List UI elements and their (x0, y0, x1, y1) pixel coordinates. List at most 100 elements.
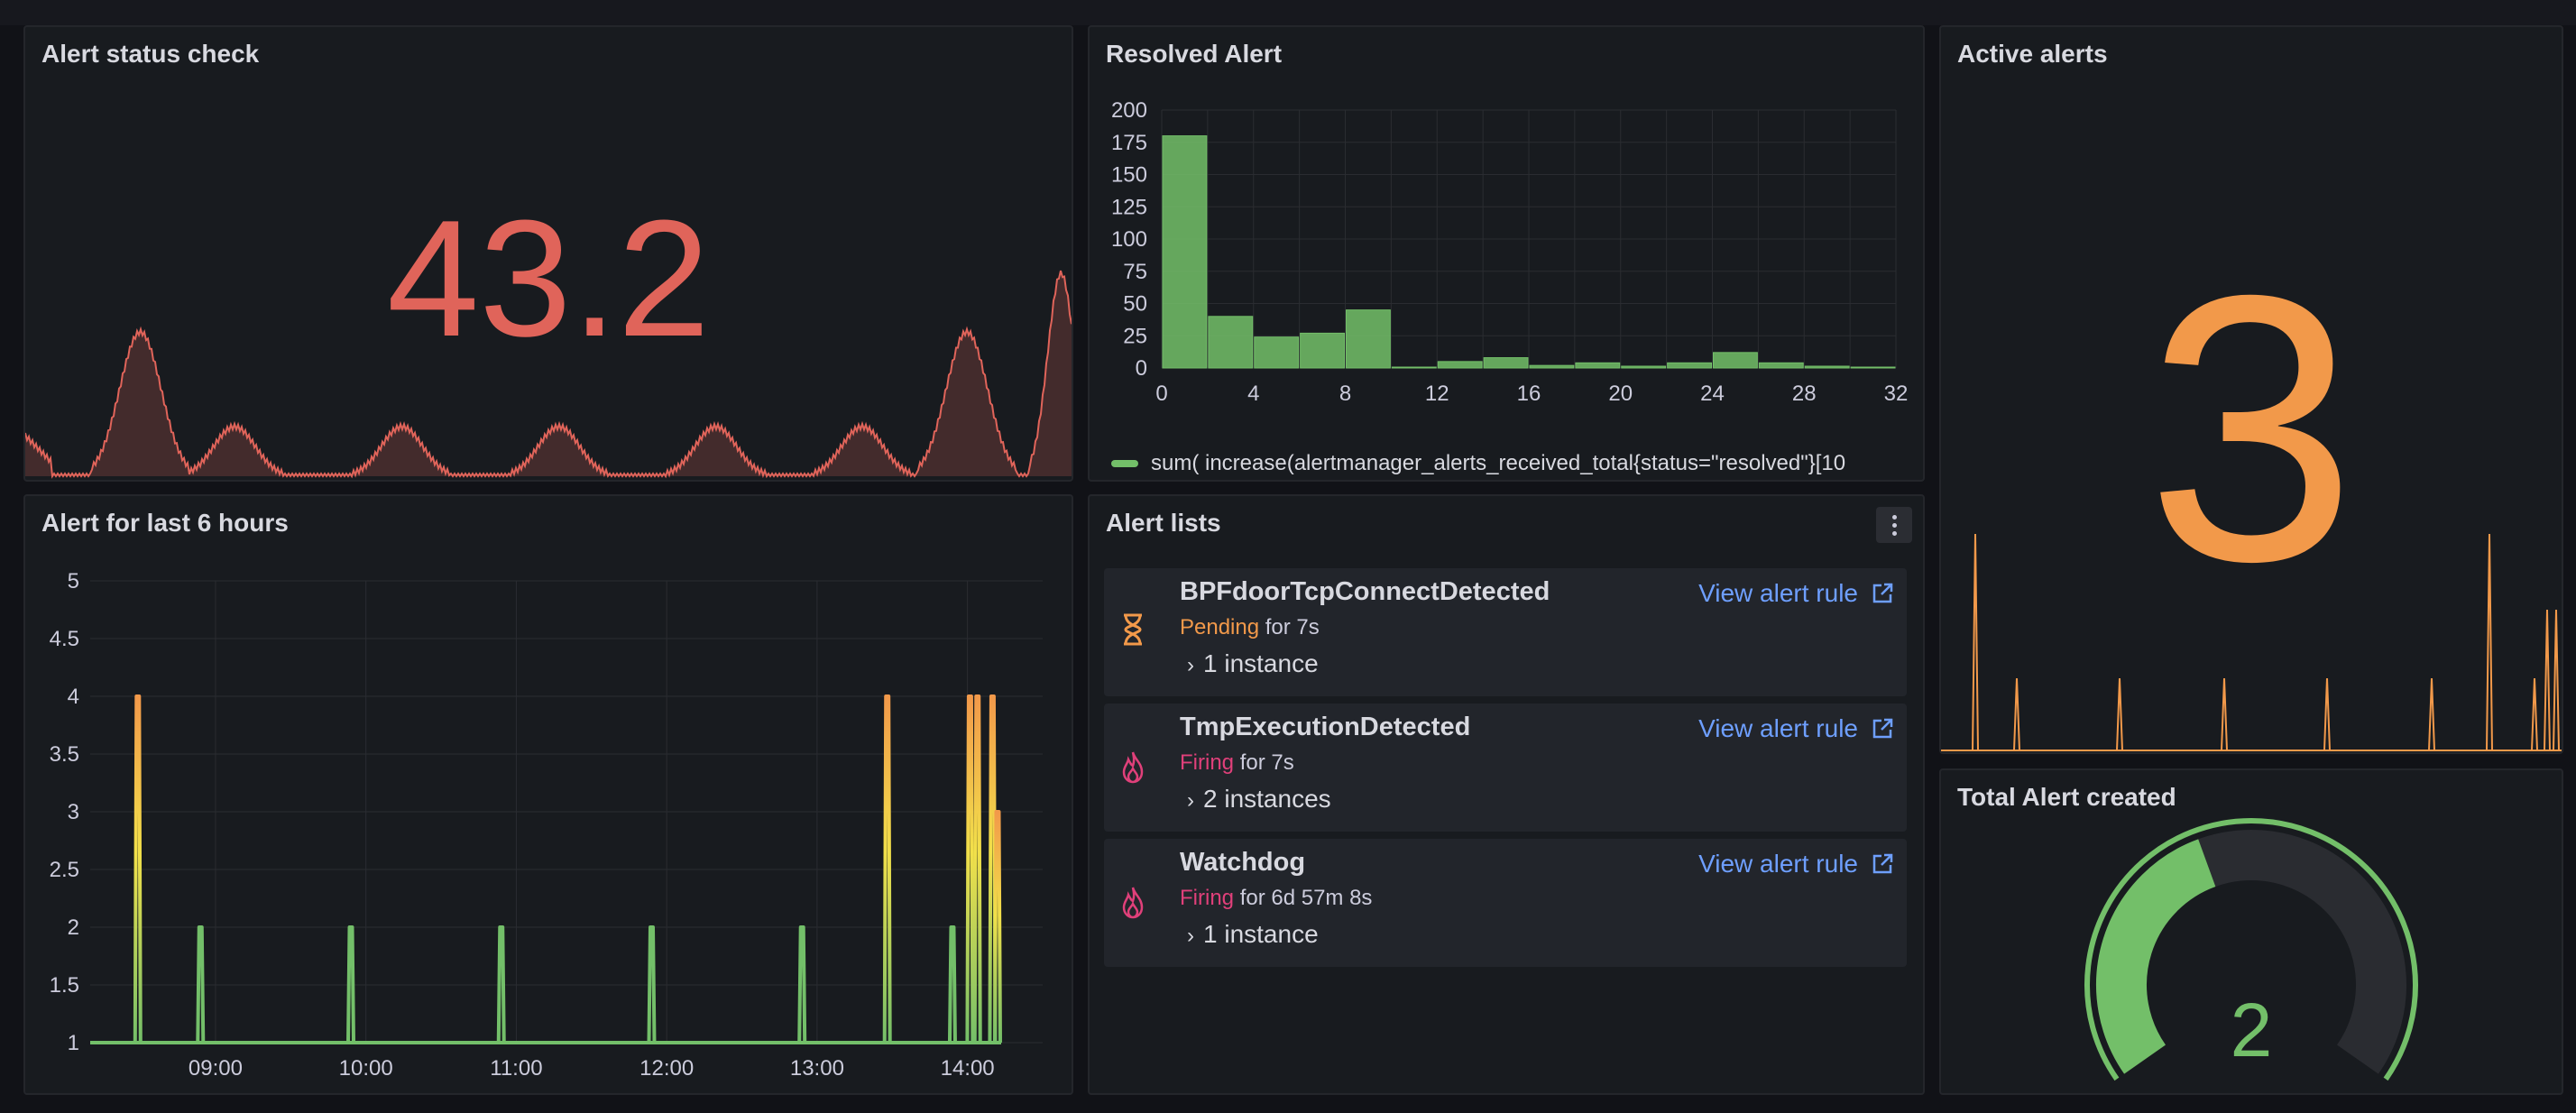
legend-swatch (1111, 460, 1138, 467)
sparkline-line (25, 270, 1072, 479)
alert-instances: 1 instance (1203, 649, 1319, 677)
alert-instances-toggle[interactable]: › 1 instance (1187, 649, 1319, 678)
hourglass-icon (1124, 613, 1142, 646)
alert-item[interactable]: TmpExecutionDetected Firing for 7s › 2 in… (1104, 704, 1907, 832)
alert-item[interactable]: BPFdoorTcpConnectDetected Pending for 7s… (1104, 568, 1907, 696)
histogram-bar (1804, 365, 1850, 369)
y-tick-label: 0 (1136, 356, 1147, 381)
alert-state: Firing (1180, 750, 1235, 775)
series-spike (133, 694, 143, 1044)
x-tick-label: 09:00 (189, 1056, 243, 1081)
view-alert-rule-link[interactable]: View alert rule (1698, 579, 1894, 608)
stat-value: 43.2 (386, 185, 711, 371)
panel-resolved-alert[interactable]: Resolved Alert 0 25 50 75 100 125 150 175 200 0 4 8… (1088, 25, 1925, 482)
alert-name: BPFdoorTcpConnectDetected (1180, 577, 1550, 606)
y-tick-label: 5 (68, 569, 79, 593)
y-tick-label: 200 (1111, 98, 1147, 123)
x-tick-label: 13:00 (790, 1056, 844, 1081)
histogram-bar (1437, 361, 1483, 369)
x-tick-label: 14:00 (941, 1056, 995, 1081)
link-label: View alert rule (1698, 850, 1858, 878)
total-alert-gauge (2084, 818, 2418, 1081)
link-label: View alert rule (1698, 714, 1858, 742)
series-spike (196, 925, 206, 1044)
panel-alert-status-check[interactable]: Alert status check 43.2 (23, 25, 1073, 482)
alert-state-line: Pending for 7s (1180, 615, 1320, 640)
panel-title: Alert lists (1106, 509, 1221, 537)
sparkline-spike (2544, 609, 2551, 751)
chart-legend[interactable]: sum( increase(alertmanager_alerts_receiv… (1111, 451, 1845, 476)
alert-name: Watchdog (1180, 848, 1306, 877)
link-label: View alert rule (1698, 579, 1858, 607)
y-tick-label: 2 (68, 915, 79, 940)
series-spike (496, 925, 506, 1044)
alert-duration: for 6d 57m 8s (1239, 886, 1373, 910)
y-tick-label: 4 (68, 685, 79, 709)
histogram-bar (1162, 135, 1208, 369)
alert-instances-toggle[interactable]: › 1 instance (1187, 920, 1319, 949)
x-tick-label: 20 (1608, 382, 1633, 406)
x-tick-label: 16 (1517, 382, 1541, 406)
gauge-value-arc (2096, 839, 2216, 1074)
alert-state-line: Firing for 7s (1180, 750, 1294, 776)
x-tick-label: 11:00 (490, 1056, 542, 1081)
series-spike (947, 925, 957, 1044)
panel-alert-lists[interactable]: Alert lists BPFdoorTcpConnectDetected Pe… (1088, 494, 1925, 1095)
view-alert-rule-link[interactable]: View alert rule (1698, 850, 1894, 878)
active-alerts-sparkline (1941, 533, 2562, 751)
series-spike (965, 694, 975, 1044)
alert-item[interactable]: Watchdog Firing for 6d 57m 8s › 1 instanc… (1104, 839, 1907, 967)
panel-title: Alert status check (41, 40, 260, 68)
y-tick-label: 4.5 (50, 627, 79, 651)
x-tick-label: 32 (1884, 382, 1909, 406)
y-tick-label: 1 (68, 1031, 79, 1055)
fire-icon (1122, 887, 1144, 919)
alert-duration: for 7s (1239, 750, 1294, 775)
alert-duration: for 7s (1265, 615, 1320, 639)
chevron-right-icon: › (1187, 653, 1194, 677)
panel-alert-last-6-hours[interactable]: Alert for last 6 hours 1 1.5 2 2.5 3 3.5 4 4.5 5… (23, 494, 1073, 1095)
y-tick-label: 3.5 (50, 742, 79, 767)
sparkline-spike (2116, 677, 2123, 751)
histogram-bar (1621, 365, 1667, 369)
histogram-bar (1529, 364, 1575, 369)
panel-menu-button[interactable] (1876, 507, 1912, 543)
histogram-bar (1391, 366, 1437, 369)
series-spike (346, 925, 356, 1044)
histogram-bar (1575, 362, 1621, 369)
alert-timeseries-chart: 1 1.5 2 2.5 3 3.5 4 4.5 5 09:00 10:00 11:00 12:00 13:… (50, 569, 1043, 1081)
panel-title: Active alerts (1957, 40, 2108, 68)
panel-total-alert-created[interactable]: Total Alert created 2 (1939, 768, 2563, 1095)
histogram-bar (1758, 362, 1804, 369)
external-link-icon (1872, 718, 1893, 739)
histogram-bar (1346, 309, 1391, 369)
resolved-alert-histogram: 0 25 50 75 100 125 150 175 200 0 4 8 12 16 20 24 28 32 (1111, 98, 1909, 406)
chevron-right-icon: › (1187, 924, 1194, 948)
histogram-bar (1254, 336, 1300, 369)
alert-instances: 2 instances (1203, 785, 1331, 813)
external-link-icon (1872, 853, 1893, 874)
alert-state: Pending (1180, 615, 1260, 639)
alert-state-line: Firing for 6d 57m 8s (1180, 886, 1372, 911)
x-tick-label: 4 (1247, 382, 1259, 406)
alert-instances-toggle[interactable]: › 2 instances (1187, 785, 1331, 814)
panel-title: Alert for last 6 hours (41, 509, 289, 537)
sparkline-spike (2428, 677, 2435, 751)
y-tick-label: 100 (1111, 227, 1147, 252)
y-tick-label: 125 (1111, 195, 1147, 219)
series-spike (647, 925, 657, 1044)
y-tick-label: 150 (1111, 163, 1147, 188)
histogram-bar (1667, 362, 1712, 369)
histogram-bar (1208, 316, 1254, 369)
sparkline-spike (2531, 677, 2538, 751)
legend-label: sum( increase(alertmanager_alerts_receiv… (1151, 451, 1846, 475)
view-alert-rule-link[interactable]: View alert rule (1698, 714, 1894, 743)
alert-status-sparkline (25, 270, 1072, 479)
panel-active-alerts[interactable]: Active alerts 3 (1939, 25, 2563, 754)
series-spike (992, 810, 1002, 1044)
series-spike (972, 694, 982, 1044)
y-tick-label: 175 (1111, 131, 1147, 155)
stat-value: 3 (2146, 217, 2357, 640)
histogram-bar (1713, 352, 1758, 369)
sparkline-spike (2221, 677, 2228, 751)
